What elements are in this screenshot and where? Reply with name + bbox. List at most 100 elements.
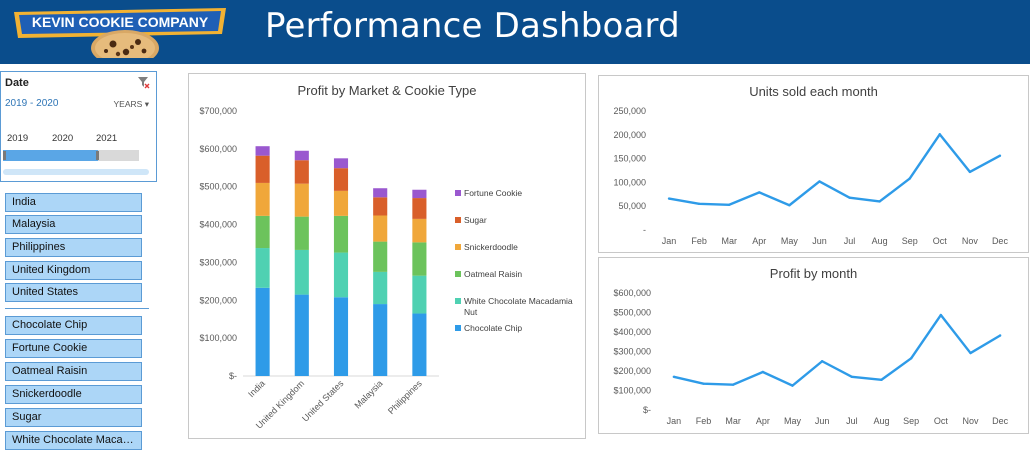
- timeline-level-label: YEARS: [113, 99, 143, 109]
- bar-segment: [412, 198, 427, 219]
- y-tick-label: $500,000: [613, 308, 651, 318]
- bar-segment: [333, 158, 349, 169]
- data-point: [761, 370, 765, 374]
- legend-swatch: [455, 217, 461, 223]
- timeline-right-handle[interactable]: [96, 151, 99, 160]
- y-tick-label: $500,000: [199, 182, 237, 192]
- legend-label: Chocolate Chip: [464, 323, 522, 333]
- slicer-item-sugar[interactable]: Sugar: [5, 408, 142, 427]
- date-timeline[interactable]: Date 2019 - 2020 YEARS ▾ 2019 2020 2021: [0, 71, 157, 182]
- bar-segment: [412, 242, 427, 276]
- data-point: [672, 375, 676, 379]
- bar-segment: [373, 197, 388, 216]
- data-point: [908, 177, 911, 180]
- bar-segment: [294, 183, 309, 217]
- bar-segment: [255, 248, 270, 288]
- data-point: [880, 378, 883, 381]
- x-tick-label: May: [784, 416, 802, 426]
- timeline-scrollbar[interactable]: [3, 169, 149, 175]
- data-point: [909, 357, 913, 360]
- y-tick-label: $-: [643, 405, 651, 415]
- bar-segment: [294, 249, 309, 295]
- data-point: [938, 133, 941, 136]
- y-tick-label: $-: [229, 371, 237, 381]
- timeline-selection-bar[interactable]: [3, 150, 98, 161]
- x-tick-label: Jul: [846, 416, 858, 426]
- x-tick-label: Philippines: [386, 378, 424, 416]
- slicer-item-oatmeal-raisin[interactable]: Oatmeal Raisin: [5, 362, 142, 381]
- chart-title: Profit by month: [769, 266, 858, 281]
- y-tick-label: 250,000: [613, 106, 646, 116]
- bar-segment: [333, 190, 349, 216]
- x-tick-label: Mar: [725, 416, 741, 426]
- x-tick-label: Feb: [696, 416, 712, 426]
- bar-segment: [412, 218, 427, 243]
- x-tick-label: Apr: [756, 416, 770, 426]
- profit-by-month-plot: $- $100,000 $200,000 $300,000 $400,000 $500,0…: [613, 288, 1008, 426]
- slicer-item-white-chocolate-macadamia[interactable]: White Chocolate Maca…: [5, 431, 142, 450]
- legend-label: Fortune Cookie: [464, 188, 522, 198]
- slicer-item-india[interactable]: India: [5, 193, 142, 212]
- timeline-level-dropdown[interactable]: YEARS ▾: [114, 99, 149, 110]
- x-tick-label: Jun: [812, 236, 827, 246]
- y-tick-label: $300,000: [613, 347, 651, 357]
- series-line: [673, 313, 1001, 387]
- header-banner: KEVIN COOKIE COMPANY Performance Dashboa…: [0, 0, 1030, 64]
- x-tick-label: Nov: [962, 416, 979, 426]
- timeline-range-label: 2019 - 2020: [5, 98, 59, 109]
- legend-label: Snickerdoodle: [464, 242, 518, 252]
- legend-swatch: [455, 190, 461, 196]
- x-tick-label: Jun: [815, 416, 830, 426]
- data-point: [968, 170, 972, 174]
- x-tick-label: Oct: [934, 416, 949, 426]
- slicer-item-snickerdoodle[interactable]: Snickerdoodle: [5, 385, 142, 404]
- bar-segment: [412, 275, 427, 314]
- bar-segment: [373, 271, 388, 305]
- y-tick-label: $600,000: [613, 288, 651, 298]
- legend-swatch: [455, 325, 461, 331]
- y-tick-label: $100,000: [613, 386, 651, 396]
- timeline-track[interactable]: [3, 150, 139, 161]
- chevron-down-icon: ▾: [144, 99, 149, 109]
- y-tick-label: $600,000: [199, 144, 237, 154]
- bar-segment: [373, 188, 388, 198]
- timeline-year-2020[interactable]: 2020: [52, 133, 74, 144]
- profit-by-month-chart: Profit by month $- $100,000 $200,000 $300,0…: [598, 257, 1029, 434]
- series-line: [668, 133, 1001, 207]
- y-tick-label: 50,000: [618, 201, 646, 211]
- bar-segment: [255, 155, 270, 183]
- data-point: [878, 200, 881, 203]
- slicer-item-united-states[interactable]: United States: [5, 283, 142, 302]
- bar-segment: [412, 313, 427, 376]
- bar-segment: [294, 150, 309, 161]
- y-tick-label: -: [643, 225, 646, 235]
- data-point: [702, 382, 705, 385]
- x-tick-label: Dec: [992, 236, 1009, 246]
- x-tick-label: Malaysia: [352, 378, 384, 410]
- y-tick-label: 200,000: [613, 130, 646, 140]
- legend-swatch: [455, 298, 461, 304]
- slicer-item-philippines[interactable]: Philippines: [5, 238, 142, 257]
- data-point: [758, 191, 761, 194]
- slicer-item-chocolate-chip[interactable]: Chocolate Chip: [5, 316, 142, 335]
- bar-segment: [333, 252, 349, 298]
- bar-segment: [255, 146, 270, 156]
- legend-swatch: [455, 244, 461, 250]
- timeline-year-2021[interactable]: 2021: [96, 133, 118, 144]
- bar-segment: [294, 216, 309, 250]
- slicer-item-united-kingdom[interactable]: United Kingdom: [5, 261, 142, 280]
- bar-segment: [255, 215, 270, 249]
- x-tick-label: Mar: [721, 236, 737, 246]
- logo-text: KEVIN COOKIE COMPANY: [32, 14, 209, 30]
- legend-label: White Chocolate Macadamia: [464, 296, 573, 306]
- slicer-item-fortune-cookie[interactable]: Fortune Cookie: [5, 339, 142, 358]
- timeline-left-handle[interactable]: [3, 151, 6, 160]
- data-point: [788, 204, 791, 207]
- legend-label: Nut: [464, 307, 478, 317]
- slicer-item-malaysia[interactable]: Malaysia: [5, 215, 142, 234]
- data-point: [969, 351, 972, 355]
- y-tick-label: $100,000: [199, 333, 237, 343]
- timeline-year-2019[interactable]: 2019: [7, 133, 29, 144]
- clear-filter-icon[interactable]: [138, 77, 150, 89]
- data-point: [820, 360, 824, 363]
